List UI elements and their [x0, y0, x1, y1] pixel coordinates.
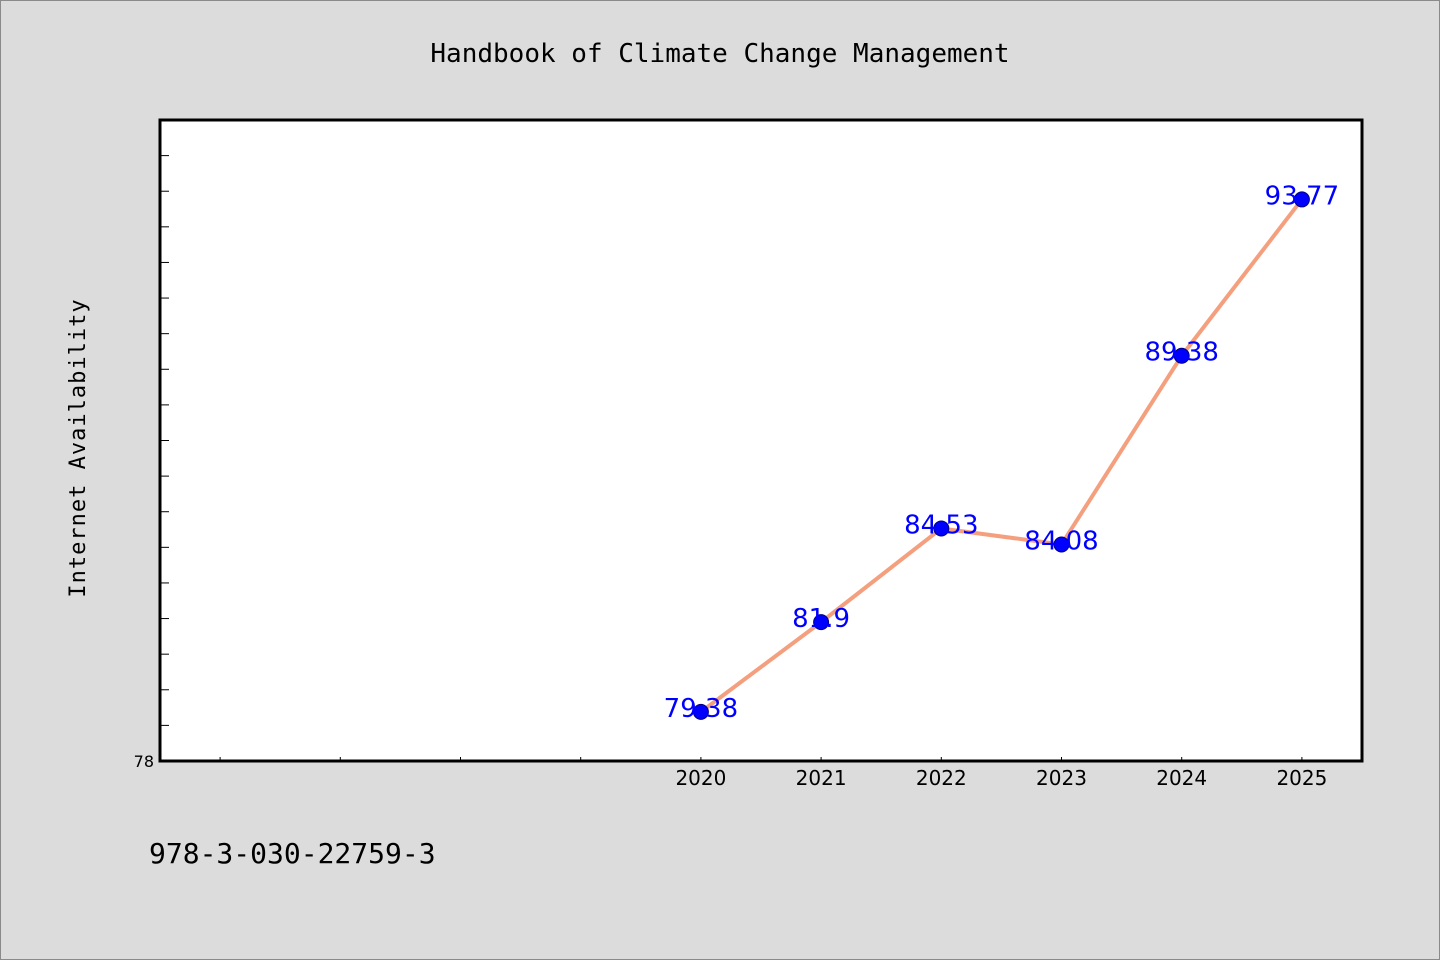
chart-title: Handbook of Climate Change Management — [430, 39, 1009, 69]
data-label: 89.38 — [1144, 338, 1218, 368]
data-point-marker — [1293, 191, 1310, 208]
y-tick-label: 78 — [134, 752, 154, 771]
x-tick-label: 2023 — [1036, 766, 1087, 790]
data-series — [692, 191, 1310, 720]
data-point-marker — [1173, 347, 1190, 364]
y-axis-ticks: 78 — [134, 155, 169, 771]
data-label: 84.08 — [1024, 526, 1098, 556]
data-point-marker — [933, 520, 950, 537]
x-axis-ticks: 2020 2021 2022 2023 2024 2025 — [219, 757, 1327, 790]
x-tick-label: 2024 — [1156, 766, 1207, 790]
data-label: 79.38 — [664, 694, 738, 724]
x-tick-label: 2025 — [1276, 766, 1327, 790]
x-tick-label: 2020 — [675, 766, 726, 790]
footer-isbn: 978-3-030-22759-3 — [149, 837, 436, 870]
data-label: 81.9 — [792, 604, 850, 634]
data-point-marker — [813, 614, 830, 631]
plot-area — [158, 118, 1364, 763]
data-label: 84.53 — [904, 510, 978, 540]
x-tick-label: 2021 — [796, 766, 847, 790]
x-tick-label: 2022 — [916, 766, 967, 790]
data-labels: 79.38 81.9 84.53 84.08 89.38 93.77 — [664, 181, 1339, 723]
series-line — [698, 197, 1304, 714]
data-label: 93.77 — [1265, 181, 1339, 211]
y-axis-label: Internet Availability — [66, 298, 91, 597]
data-point-marker — [692, 703, 709, 720]
data-point-marker — [1053, 536, 1070, 553]
